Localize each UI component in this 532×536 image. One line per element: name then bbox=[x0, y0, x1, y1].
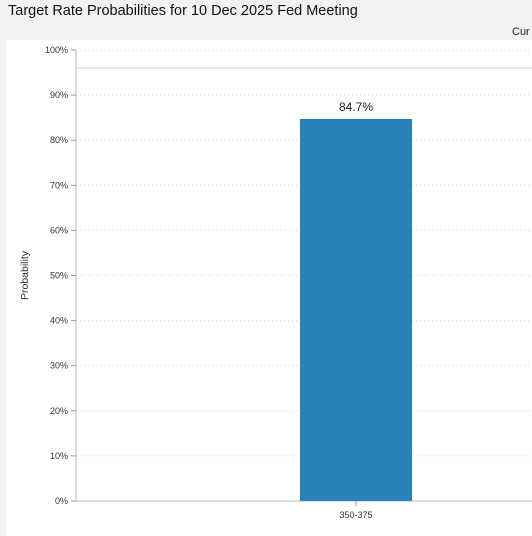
bar bbox=[300, 119, 412, 502]
y-tick-label: 20% bbox=[50, 406, 68, 416]
y-tick-label: 40% bbox=[50, 316, 68, 326]
x-tick-label: 350-375 bbox=[339, 510, 372, 520]
current-tab-label[interactable]: Cur bbox=[512, 26, 530, 38]
y-tick-label: 70% bbox=[50, 180, 68, 190]
y-tick-label: 10% bbox=[50, 451, 68, 461]
plot-panel bbox=[6, 40, 532, 536]
y-axis-title: Probability bbox=[19, 250, 31, 300]
y-tick-label: 90% bbox=[50, 90, 68, 100]
y-tick-label: 80% bbox=[50, 135, 68, 145]
y-tick-label: 0% bbox=[55, 496, 68, 506]
y-tick-label: 30% bbox=[50, 361, 68, 371]
y-tick-label: 100% bbox=[45, 45, 68, 55]
bar-data-label: 84.7% bbox=[339, 100, 373, 114]
chart-title: Target Rate Probabilities for 10 Dec 202… bbox=[8, 3, 358, 19]
y-tick-label: 60% bbox=[50, 225, 68, 235]
y-tick-label: 50% bbox=[50, 271, 68, 281]
